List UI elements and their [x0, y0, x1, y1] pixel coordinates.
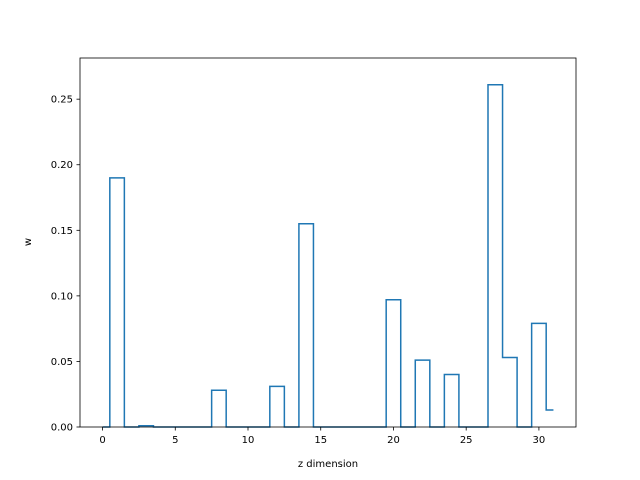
- x-tick-label: 20: [387, 435, 400, 446]
- y-tick-label: 0.20: [51, 160, 73, 171]
- x-tick-label: 5: [172, 435, 178, 446]
- x-tick-label: 15: [314, 435, 327, 446]
- y-tick-label: 0.10: [51, 291, 73, 302]
- y-tick-label: 0.00: [51, 423, 73, 434]
- x-tick-label: 0: [99, 435, 105, 446]
- y-tick-label: 0.05: [51, 357, 73, 368]
- y-axis-label: w: [23, 238, 34, 246]
- y-tick-label: 0.15: [51, 226, 73, 237]
- axes-layer: 0 5 10 15 20 25 30 0.00 0.05 0.10 0.15 0.20 0.25: [51, 57, 577, 446]
- x-tick-label: 30: [533, 435, 546, 446]
- x-tick-label: 25: [460, 435, 473, 446]
- plot-frame: [79, 57, 577, 428]
- x-axis-label: z dimension: [298, 459, 358, 470]
- y-tick-label: 0.25: [51, 95, 73, 106]
- x-tick-label: 10: [242, 435, 255, 446]
